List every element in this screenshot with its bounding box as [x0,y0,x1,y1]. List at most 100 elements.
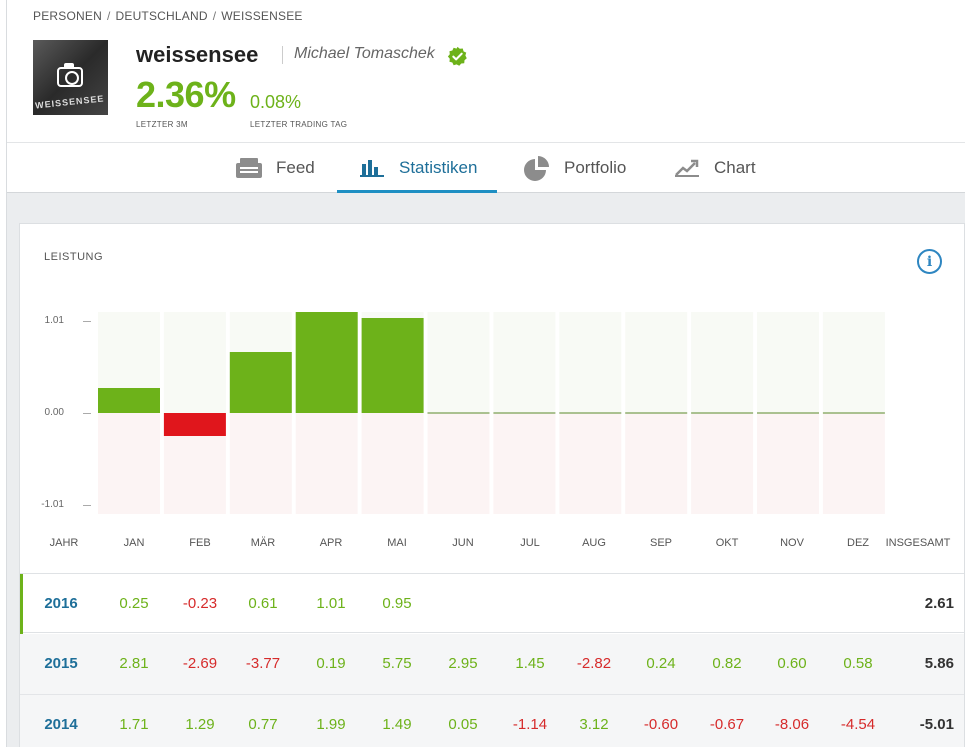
month-value: -2.69 [182,655,218,672]
month-value: 1.45 [515,655,545,672]
month-value: 0.61 [248,595,278,612]
column-header-nov: NOV [780,537,804,549]
breadcrumb-separator: / [106,9,111,23]
bar-bg-negative [98,413,160,514]
month-value: 1.29 [185,716,215,733]
bar-bg-negative [427,413,490,514]
bar-bg-negative [295,413,358,514]
month-value: 1.71 [119,716,149,733]
avatar-shirt-text: WEISSENSEE [34,93,105,111]
column-header-aug: AUG [582,537,606,549]
bar-feb[interactable] [163,413,226,436]
gain-3m-label: LETZTER 3M [136,120,188,129]
year-label[interactable]: 2016 [44,595,78,612]
gain-day-label: LETZTER TRADING TAG [250,120,348,129]
y-tick-label-top: 1.01 [44,315,64,326]
month-value: 0.24 [646,655,676,672]
month-value: 0.05 [448,716,478,733]
tab-statistiken[interactable]: Statistiken [360,143,477,193]
column-header-jan: JAN [123,537,145,549]
table-row: 2015 2.81 -2.69 -3.77 0.19 5.75 2.95 1.45 -2.82 0… [20,634,964,694]
month-header-row: JAHR JAN FEB MÄR APR MAI JUN JUL AUG SEP OKT NOV DEZ… [20,537,964,553]
bar-mai[interactable] [361,318,424,413]
breadcrumb: PERSONEN / DEUTSCHLAND / WEISSENSEE [33,9,303,23]
year-total: -5.01 [919,716,954,733]
breadcrumb-weissensee[interactable]: WEISSENSEE [221,9,303,23]
username: weissensee [136,42,259,67]
column-header-mär: MÄR [250,537,276,549]
camera-icon[interactable] [57,63,83,87]
y-tick-mark [83,413,91,414]
year-total: 2.61 [924,595,954,612]
bar-bg-positive [427,312,490,413]
month-value: -0.23 [182,595,218,612]
month-value: -8.06 [774,716,810,733]
month-value: -1.14 [512,716,548,733]
month-value: 1.99 [316,716,346,733]
month-value: 0.58 [843,655,873,672]
breadcrumb-separator: / [212,9,217,23]
table-row: 2016 0.25 -0.23 0.61 1.01 0.95 2.61 [20,573,964,634]
column-header-sep: SEP [649,537,672,549]
column-header-total: INSGESAMT [885,537,951,549]
info-icon[interactable]: i [917,249,942,274]
gain-3m-value: 2.36% [136,74,236,115]
month-value: 0.77 [248,716,278,733]
month-value: 0.25 [119,595,149,612]
tab-chart[interactable]: Chart [675,143,756,193]
tab-feed[interactable]: Feed [235,143,315,193]
month-value: -2.82 [576,655,612,672]
y-tick-mark [83,321,91,322]
performance-chart: 1.01 0.00 -1.01 [20,284,964,524]
bar-sep[interactable] [625,412,688,414]
month-value: -0.67 [709,716,745,733]
month-value: 1.01 [316,595,346,612]
tab-statistiken-label: Statistiken [399,158,478,177]
bar-mär[interactable] [229,352,292,413]
month-value: 3.12 [579,716,609,733]
bar-apr[interactable] [295,312,358,413]
column-header-apr: APR [319,537,343,549]
column-header-jun: JUN [452,537,474,549]
month-value: 2.95 [448,655,478,672]
tab-portfolio[interactable]: Portfolio [523,143,626,193]
profile-header: PERSONEN / DEUTSCHLAND / WEISSENSEE WEISSENS… [7,0,965,142]
avatar[interactable]: WEISSENSEE [33,40,108,115]
bar-chart-icon [360,160,384,177]
bar-bg-positive [493,312,556,413]
column-header-feb: FEB [189,537,211,549]
bar-bg-negative [691,413,754,514]
bar-okt[interactable] [691,412,754,414]
bar-bg-negative [493,413,556,514]
month-value: 0.60 [777,655,807,672]
bar-jun[interactable] [427,412,490,414]
active-tab-indicator [337,190,497,193]
month-value: 1.49 [382,716,412,733]
bar-bg-positive [625,312,688,413]
breadcrumb-deutschland[interactable]: DEUTSCHLAND [115,9,208,23]
bar-dez[interactable] [822,412,885,414]
y-tick-mark [83,505,91,506]
breadcrumb-personen[interactable]: PERSONEN [33,9,102,23]
month-value: 0.95 [382,595,412,612]
left-edge [0,0,6,747]
column-header-mai: MAI [387,537,407,549]
year-total: 5.86 [924,655,954,672]
pie-chart-icon [524,156,549,181]
bar-jan[interactable] [98,388,160,413]
bar-bg-positive [691,312,754,413]
chart-svg [98,312,885,514]
month-value: -4.54 [840,716,876,733]
bar-nov[interactable] [757,412,819,414]
y-tick-label-bottom: -1.01 [41,499,64,510]
bar-bg-negative [361,413,424,514]
bar-bg-positive [757,312,819,413]
line-chart-icon [675,159,699,177]
year-label[interactable]: 2015 [44,655,78,672]
bar-jul[interactable] [493,412,556,414]
verified-badge-icon [447,46,467,66]
selected-row-accent [20,574,23,634]
year-label[interactable]: 2014 [44,716,78,733]
bar-aug[interactable] [559,412,622,414]
